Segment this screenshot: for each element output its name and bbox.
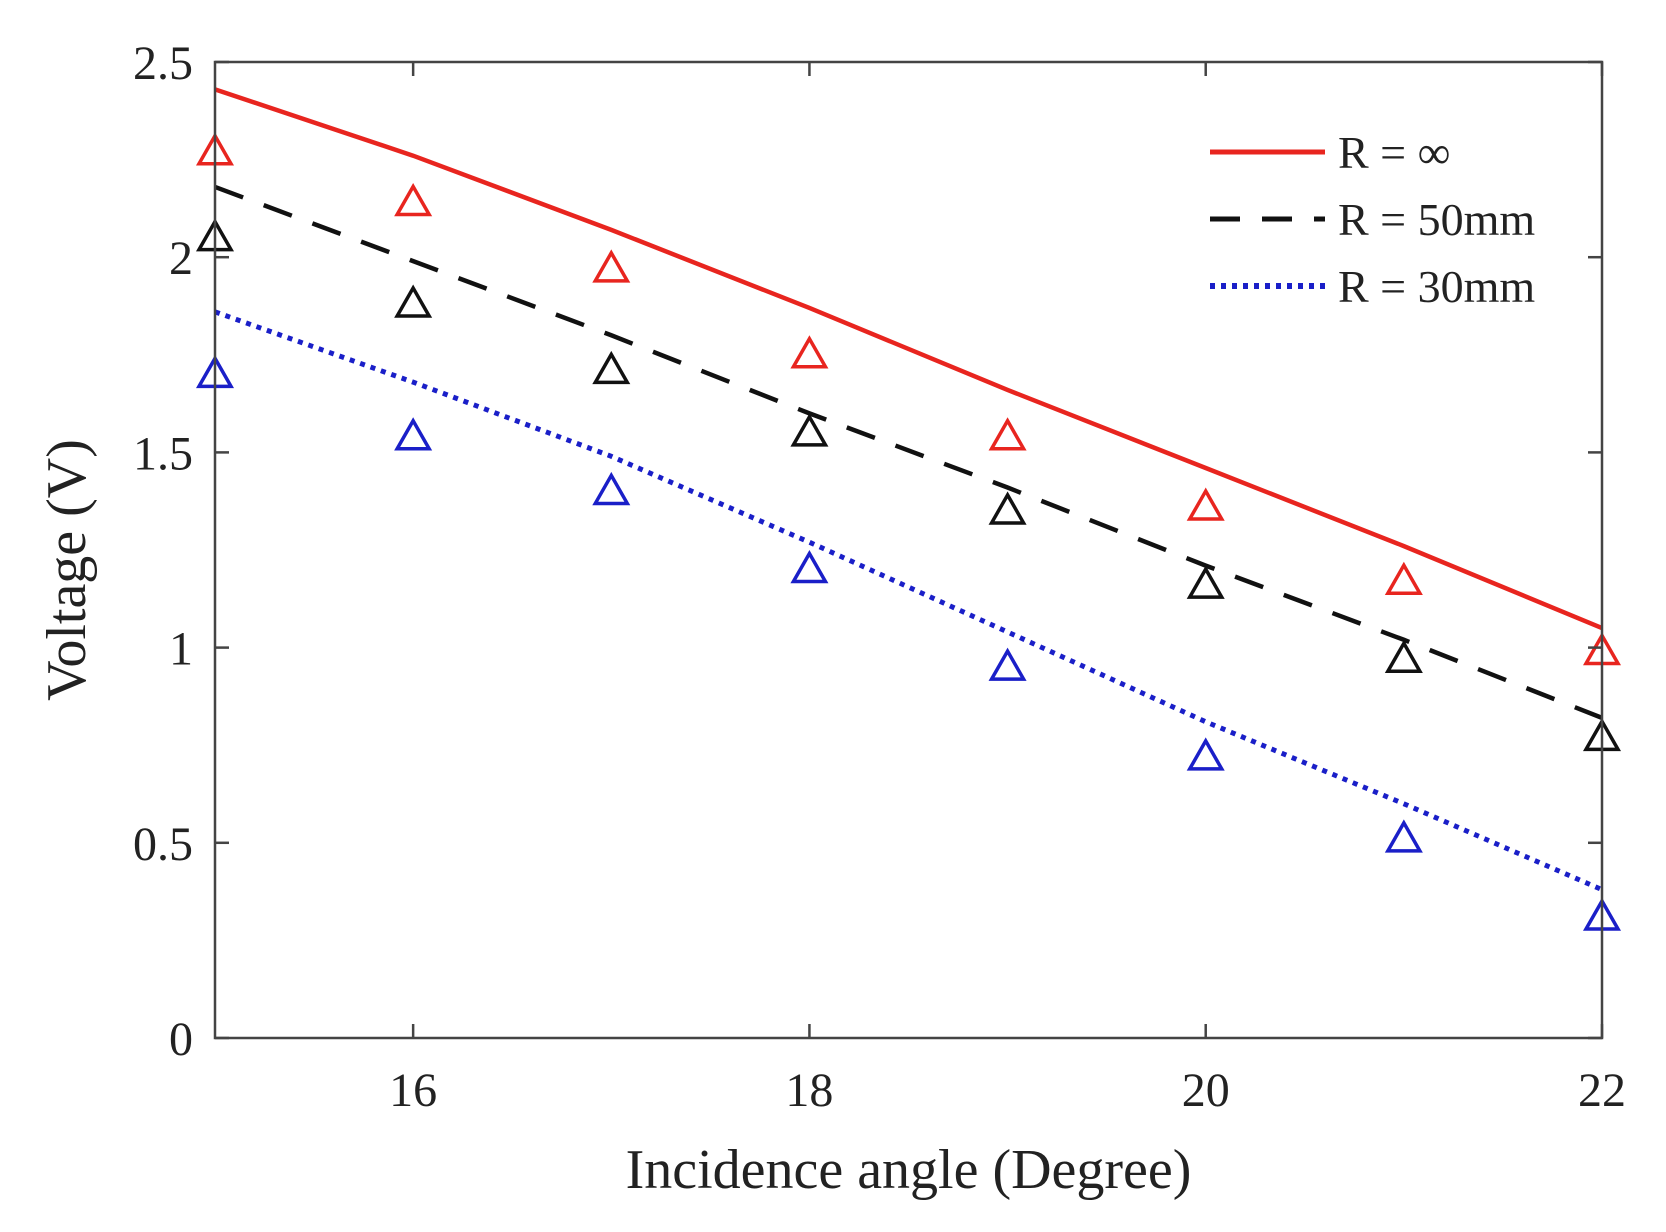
data-point-marker-0 xyxy=(394,183,433,217)
y-tick-label: 1.5 xyxy=(133,427,193,480)
plot-area xyxy=(195,87,1622,931)
data-point-marker-2 xyxy=(988,647,1027,681)
legend-label-2: R = 30mm xyxy=(1338,261,1535,312)
data-point-marker-0 xyxy=(988,417,1027,451)
x-axis-label: Incidence angle (Degree) xyxy=(626,1139,1192,1201)
data-point-marker-2 xyxy=(1384,819,1423,853)
data-point-marker-2 xyxy=(1186,737,1225,771)
data-point-marker-1 xyxy=(1186,565,1225,599)
series-line-0 xyxy=(214,87,1603,631)
y-tick-label: 0.5 xyxy=(133,818,193,871)
axes-frame xyxy=(213,60,1604,1040)
x-tick-label: 22 xyxy=(1578,1064,1626,1117)
x-tick-label: 16 xyxy=(389,1064,437,1117)
data-point-marker-1 xyxy=(1384,639,1423,674)
axes xyxy=(213,60,1604,1040)
y-axis-label: Voltage (V) xyxy=(36,439,98,701)
data-point-marker-0 xyxy=(790,335,829,369)
series-line-1 xyxy=(214,184,1603,720)
x-tick-label: 20 xyxy=(1182,1064,1230,1117)
legend-label-0: R = ∞ xyxy=(1338,127,1450,178)
x-tick-label: 18 xyxy=(785,1064,833,1117)
data-point-marker-0 xyxy=(1384,561,1423,595)
data-point-marker-2 xyxy=(394,417,433,451)
data-point-marker-1 xyxy=(988,491,1027,525)
y-tick-label: 2.5 xyxy=(133,37,193,90)
legend-label-1: R = 50mm xyxy=(1338,194,1535,245)
y-tick-label: 0 xyxy=(169,1013,193,1066)
data-point-marker-2 xyxy=(592,471,631,506)
data-point-marker-0 xyxy=(1186,487,1225,521)
y-tick-label: 1 xyxy=(169,623,193,676)
series-line-2 xyxy=(214,309,1603,892)
data-point-marker-2 xyxy=(790,549,829,584)
data-point-marker-1 xyxy=(394,284,433,318)
data-point-marker-1 xyxy=(592,350,631,385)
data-point-marker-1 xyxy=(790,413,829,447)
legend: R = ∞ R = 50mm R = 30mm xyxy=(1210,127,1535,312)
y-tick-label: 2 xyxy=(169,232,193,285)
ticks: 16 18 20 22 0 0.5 1 1.5 2 2.5 xyxy=(133,37,1626,1117)
data-point-marker-0 xyxy=(592,249,631,283)
